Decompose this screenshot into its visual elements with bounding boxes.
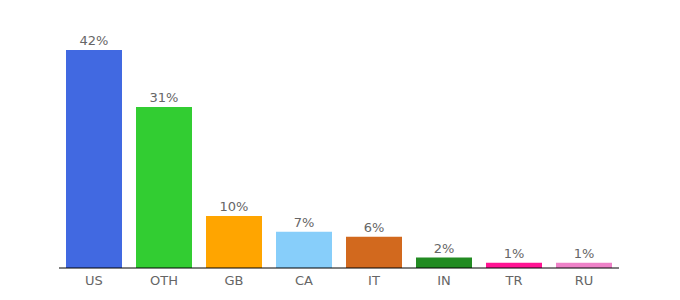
svg-text:42%: 42% [80,33,109,48]
svg-text:IN: IN [437,273,451,288]
svg-text:10%: 10% [220,199,249,214]
svg-text:31%: 31% [150,90,179,105]
svg-text:TR: TR [505,273,523,288]
svg-text:2%: 2% [434,241,455,256]
svg-text:CA: CA [295,273,313,288]
svg-text:1%: 1% [504,246,525,261]
svg-text:US: US [85,273,103,288]
svg-text:OTH: OTH [150,273,178,288]
svg-text:6%: 6% [364,220,385,235]
svg-text:7%: 7% [294,215,315,230]
svg-text:GB: GB [225,273,244,288]
svg-text:RU: RU [575,273,594,288]
svg-text:IT: IT [368,273,380,288]
svg-text:1%: 1% [574,246,595,261]
